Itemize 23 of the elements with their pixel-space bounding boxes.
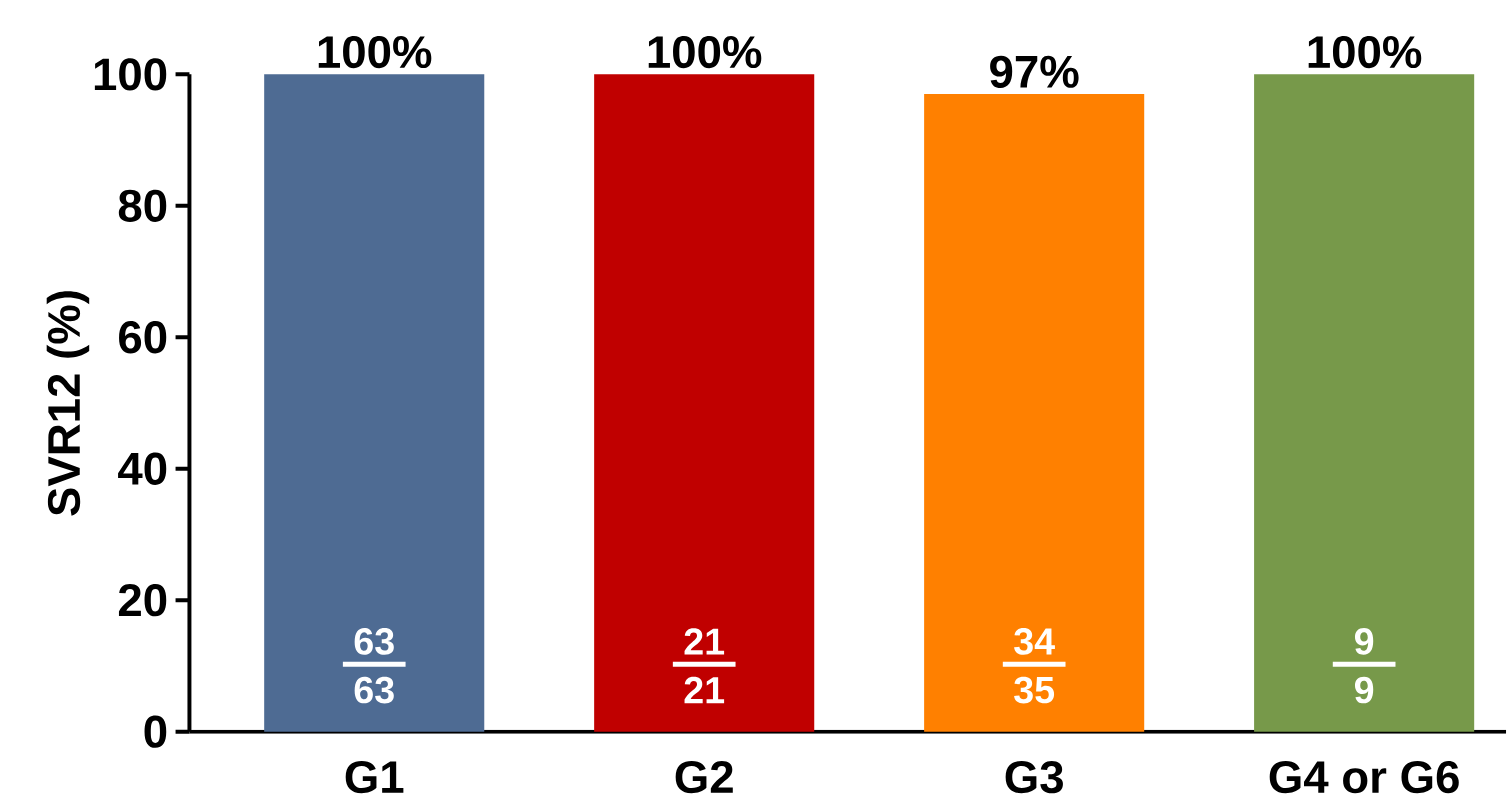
annotation: 9 bbox=[1354, 628, 1374, 655]
y-axis-title: SVR12 (%) bbox=[46, 291, 90, 516]
annotation: 9 bbox=[1354, 676, 1374, 704]
y-tick-label: 60 bbox=[119, 321, 167, 354]
x-tick-label: G3 bbox=[1005, 760, 1063, 794]
x-tick-label: G4 or G6 bbox=[1269, 760, 1459, 794]
data-label: 97% bbox=[990, 55, 1079, 88]
data-label: 100% bbox=[648, 35, 762, 69]
y-tick-label: 40 bbox=[118, 452, 167, 485]
annotation: 21 bbox=[684, 628, 725, 655]
data-label: 100% bbox=[1308, 35, 1422, 69]
annotation: 35 bbox=[1014, 676, 1055, 704]
y-tick-label: 80 bbox=[118, 189, 167, 222]
x-tick-label: G1 bbox=[345, 760, 404, 794]
y-tick-label: 100 bbox=[94, 58, 167, 91]
annotation: 34 bbox=[1014, 628, 1055, 655]
annotation: 21 bbox=[684, 676, 725, 704]
annotation: 63 bbox=[354, 676, 394, 704]
data-label: 100% bbox=[318, 35, 432, 69]
annotation: 63 bbox=[354, 628, 394, 655]
y-tick-label: 20 bbox=[118, 584, 167, 617]
y-tick-label: 0 bbox=[144, 715, 167, 748]
x-tick-label: G2 bbox=[675, 760, 733, 794]
